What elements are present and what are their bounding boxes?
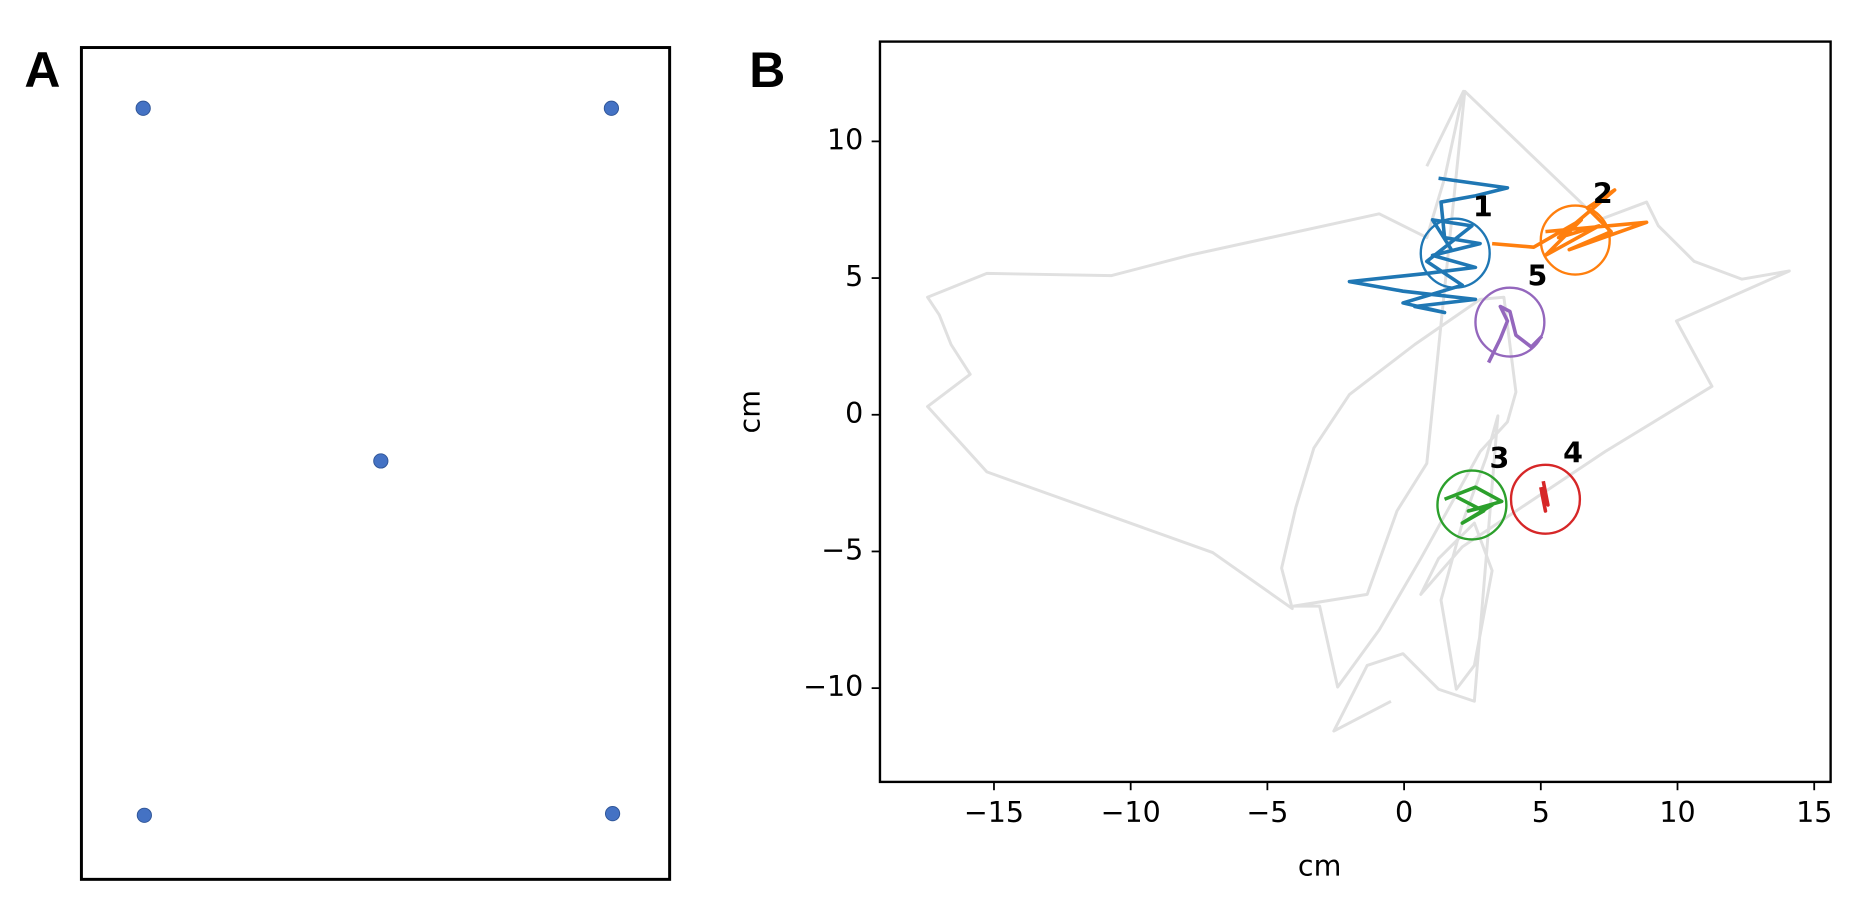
trajectory: [1539, 480, 1550, 513]
zone-circle: [1509, 463, 1582, 535]
trajectory: [1491, 188, 1649, 258]
dot: [373, 453, 389, 469]
y-axis-label: cm: [734, 390, 767, 433]
trajectory: [1443, 485, 1504, 525]
y-tick-label: 10: [827, 123, 863, 156]
x-tick-label: −15: [964, 796, 1024, 829]
zone-label: 2: [1593, 177, 1613, 210]
y-tick-label: 0: [845, 397, 863, 430]
panel-label: B: [749, 42, 785, 98]
zone-circle: [1419, 217, 1491, 289]
plot-area: [926, 89, 1791, 733]
panel-label: A: [24, 42, 60, 98]
x-tick-label: −10: [1101, 796, 1161, 829]
background-trajectory: [926, 89, 1791, 733]
zone-circle: [1436, 469, 1508, 541]
zone-circle: [1474, 286, 1546, 358]
zone-label: 3: [1490, 442, 1510, 475]
trajectory: [1486, 304, 1544, 364]
dot: [135, 100, 151, 116]
zone-label: 4: [1563, 436, 1583, 469]
y-tick-label: −5: [821, 533, 863, 566]
y-tick-label: 5: [845, 260, 863, 293]
dot: [603, 100, 620, 116]
zone-label: 1: [1473, 190, 1493, 223]
y-tick-label: −10: [803, 670, 863, 703]
frame: [79, 46, 672, 881]
zone-circle: [1539, 204, 1611, 276]
dot: [604, 806, 621, 822]
dot: [136, 807, 152, 823]
x-tick-label: 5: [1532, 796, 1550, 829]
x-tick-label: 15: [1796, 796, 1832, 829]
zone-label: 5: [1528, 259, 1548, 292]
frame: [878, 40, 1832, 784]
x-tick-label: 0: [1395, 796, 1413, 829]
x-tick-label: −5: [1246, 796, 1288, 829]
x-axis-label: cm: [1298, 849, 1341, 882]
x-tick-label: 10: [1659, 796, 1695, 829]
trajectory: [1347, 176, 1510, 315]
